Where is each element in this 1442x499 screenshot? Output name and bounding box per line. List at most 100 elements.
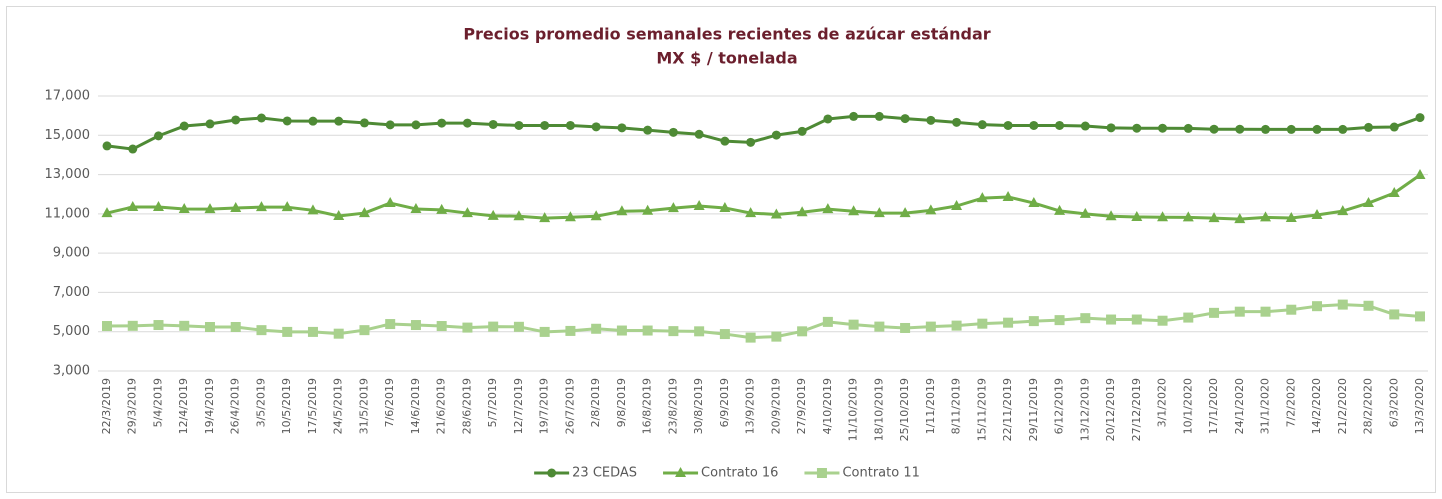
point xyxy=(771,331,782,342)
point xyxy=(1234,306,1245,317)
point xyxy=(487,209,499,220)
point xyxy=(102,141,112,151)
legend-marker xyxy=(675,467,687,477)
point xyxy=(1286,124,1296,134)
x-tick-label: 6/3/2020 xyxy=(1387,378,1400,427)
point xyxy=(667,202,679,213)
point xyxy=(770,208,782,219)
x-tick-label: 31/1/2020 xyxy=(1259,378,1272,434)
point xyxy=(255,201,267,212)
point xyxy=(1003,317,1014,328)
point xyxy=(179,121,189,131)
x-tick-label: 20/9/2019 xyxy=(769,378,782,434)
y-tick-label: 15,000 xyxy=(45,128,91,143)
point xyxy=(128,144,138,154)
point xyxy=(358,207,370,218)
point xyxy=(899,207,911,218)
point xyxy=(616,205,628,216)
point xyxy=(1131,211,1143,221)
point xyxy=(822,203,834,214)
point xyxy=(1028,197,1040,208)
point xyxy=(204,322,215,332)
x-tick-label: 6/9/2019 xyxy=(718,378,731,427)
point xyxy=(1260,211,1272,222)
point xyxy=(411,120,421,130)
point xyxy=(461,207,473,218)
point xyxy=(976,192,988,203)
x-tick-label: 23/8/2019 xyxy=(666,378,679,434)
point xyxy=(719,201,731,212)
point xyxy=(1080,121,1090,131)
point xyxy=(822,316,833,327)
point xyxy=(668,127,678,137)
x-tick-label: 13/9/2019 xyxy=(744,378,757,434)
point xyxy=(1363,197,1375,208)
x-tick-label: 5/4/2019 xyxy=(151,378,164,427)
point xyxy=(873,207,885,218)
point xyxy=(127,320,138,331)
point xyxy=(1079,207,1091,218)
x-tick-label: 4/10/2019 xyxy=(821,378,834,434)
point xyxy=(359,118,369,128)
x-tick-label: 14/6/2019 xyxy=(409,378,422,434)
point xyxy=(1158,123,1168,133)
point xyxy=(1183,123,1193,133)
point xyxy=(797,326,808,337)
point xyxy=(1389,309,1400,320)
x-tick-label: 12/4/2019 xyxy=(177,378,190,434)
point xyxy=(1157,315,1168,326)
point xyxy=(590,210,602,221)
point xyxy=(797,126,807,136)
point xyxy=(1106,123,1116,133)
legend: 23 CEDAS Contrato 16 Contrato 11 xyxy=(534,466,920,481)
x-tick-label: 3/1/2020 xyxy=(1156,378,1169,427)
x-tick-label: 21/2/2020 xyxy=(1336,378,1349,434)
point xyxy=(436,203,448,214)
point xyxy=(1261,124,1271,134)
point xyxy=(410,202,422,213)
point xyxy=(925,321,936,332)
x-tick-label: 29/3/2019 xyxy=(126,378,139,434)
x-tick-label: 27/12/2019 xyxy=(1130,378,1143,441)
point xyxy=(178,202,190,213)
point xyxy=(539,326,550,337)
point xyxy=(977,318,988,329)
x-tick-label: 24/5/2019 xyxy=(332,378,345,434)
point xyxy=(874,321,885,332)
point xyxy=(951,200,963,210)
point xyxy=(1157,211,1169,222)
point xyxy=(565,120,575,130)
y-tick-label: 5,000 xyxy=(53,324,90,339)
point xyxy=(1235,124,1245,134)
point xyxy=(1286,304,1297,315)
point xyxy=(643,125,653,135)
x-tick-label: 27/9/2019 xyxy=(795,378,808,434)
point xyxy=(334,116,344,126)
x-tick-label: 28/6/2019 xyxy=(460,378,473,434)
point xyxy=(951,320,962,331)
point xyxy=(153,320,164,331)
point xyxy=(205,119,215,129)
x-tick-label: 18/10/2019 xyxy=(872,378,885,441)
point xyxy=(385,120,395,130)
y-tick-label: 3,000 xyxy=(53,364,90,379)
point xyxy=(693,200,705,210)
x-tick-label: 22/11/2019 xyxy=(1001,378,1014,441)
chart-subtitle: MX $ / tonelada xyxy=(656,49,797,68)
point xyxy=(926,115,936,125)
point xyxy=(642,204,654,215)
point xyxy=(437,118,447,128)
x-tick-label: 10/1/2020 xyxy=(1181,378,1194,434)
point xyxy=(282,116,292,126)
x-tick-label: 25/10/2019 xyxy=(898,378,911,441)
point xyxy=(900,322,911,333)
point xyxy=(1003,120,1013,130)
point xyxy=(1182,211,1194,222)
legend-label: Contrato 16 xyxy=(701,466,778,481)
y-tick-label: 17,000 xyxy=(45,89,91,104)
x-tick-label: 28/2/2020 xyxy=(1362,378,1375,434)
point xyxy=(977,120,987,130)
x-tick-label: 29/11/2019 xyxy=(1027,378,1040,441)
x-tick-label: 17/1/2020 xyxy=(1207,378,1220,434)
x-tick-label: 14/2/2020 xyxy=(1310,378,1323,434)
